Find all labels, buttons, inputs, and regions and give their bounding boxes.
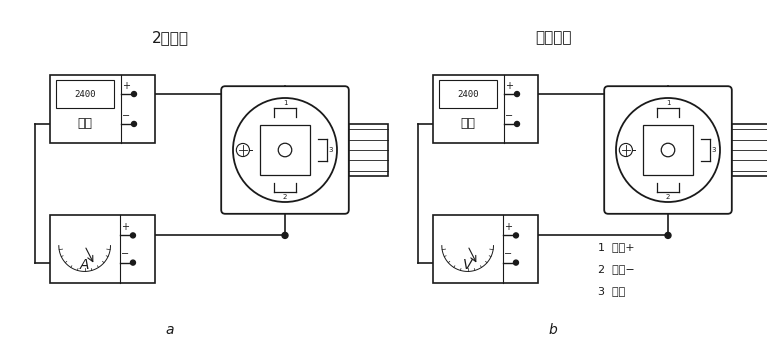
Text: 电压输出: 电压输出: [535, 30, 571, 45]
Text: −: −: [505, 249, 512, 259]
Circle shape: [513, 260, 518, 265]
Text: 3: 3: [711, 147, 716, 153]
Text: V: V: [463, 258, 472, 272]
Circle shape: [236, 143, 249, 157]
Text: −: −: [123, 111, 130, 121]
Circle shape: [515, 91, 519, 96]
Bar: [643, 125, 693, 175]
Text: 2: 2: [283, 194, 287, 200]
Circle shape: [131, 121, 137, 126]
Text: a: a: [166, 323, 174, 337]
Text: 1: 1: [666, 100, 670, 106]
Bar: [260, 125, 310, 175]
Bar: [50, 75, 155, 143]
Circle shape: [233, 98, 337, 202]
Circle shape: [515, 121, 519, 126]
Text: +: +: [121, 221, 130, 231]
Bar: [349, 124, 388, 176]
Text: b: b: [548, 323, 558, 337]
Text: 2  电源−: 2 电源−: [598, 264, 635, 274]
Text: +: +: [505, 221, 512, 231]
FancyBboxPatch shape: [221, 86, 349, 214]
Text: A: A: [80, 258, 90, 272]
Circle shape: [665, 232, 671, 239]
FancyBboxPatch shape: [604, 86, 732, 214]
Circle shape: [130, 233, 136, 238]
Bar: [433, 215, 538, 283]
Text: −: −: [505, 111, 514, 121]
Circle shape: [616, 98, 720, 202]
Text: 2线电流: 2线电流: [152, 30, 189, 45]
Text: +: +: [505, 81, 513, 91]
Circle shape: [619, 143, 633, 157]
Text: 1  电源+: 1 电源+: [598, 242, 634, 252]
Circle shape: [131, 91, 137, 96]
Text: 3  输出: 3 输出: [598, 286, 625, 296]
Bar: [439, 80, 497, 108]
Circle shape: [130, 260, 136, 265]
Text: 电源: 电源: [77, 117, 92, 130]
Circle shape: [661, 143, 675, 157]
Bar: [433, 75, 538, 143]
Bar: [732, 124, 767, 176]
Bar: [56, 80, 114, 108]
Text: 电源: 电源: [460, 117, 475, 130]
Text: −: −: [121, 249, 130, 259]
Text: 1: 1: [283, 100, 288, 106]
Text: 2400: 2400: [74, 90, 96, 99]
Text: 2400: 2400: [457, 90, 479, 99]
Text: 3: 3: [328, 147, 333, 153]
Text: 2: 2: [666, 194, 670, 200]
Text: +: +: [123, 81, 130, 91]
Circle shape: [282, 232, 288, 239]
Bar: [50, 215, 155, 283]
Circle shape: [513, 233, 518, 238]
Circle shape: [278, 143, 291, 157]
